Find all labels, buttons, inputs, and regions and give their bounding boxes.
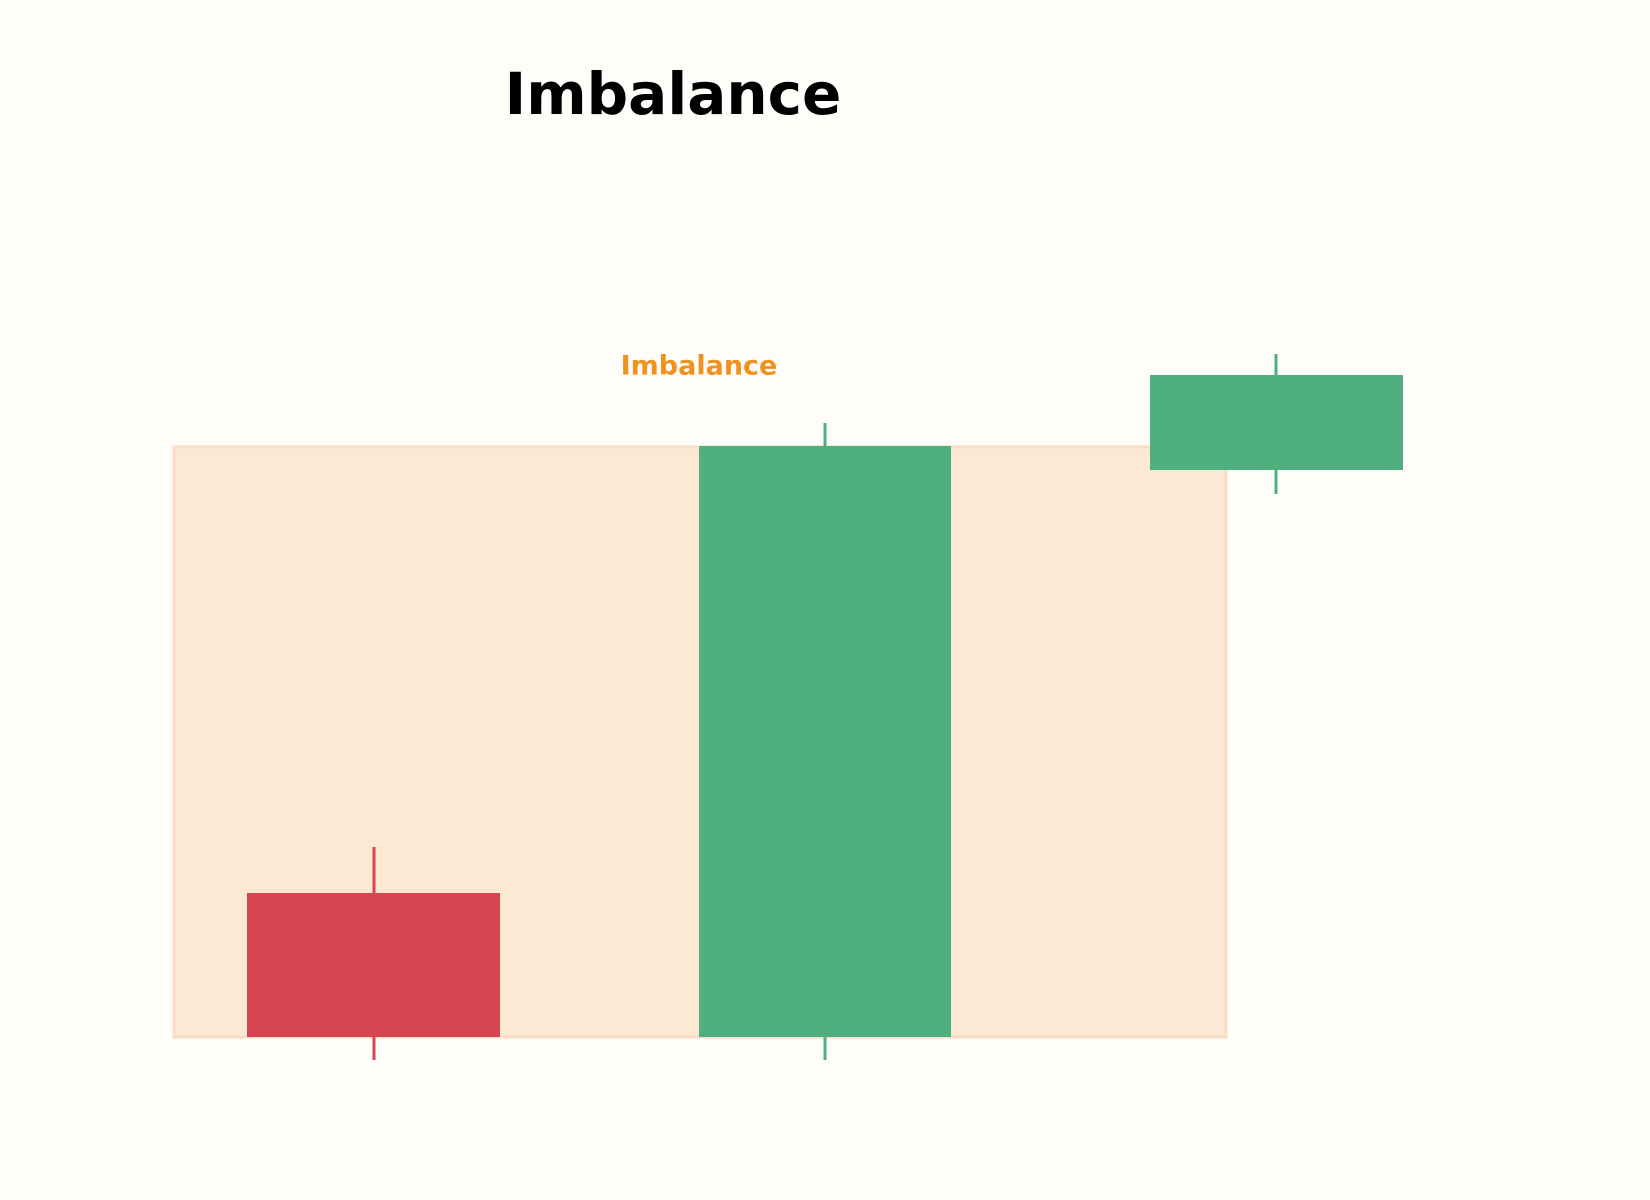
title: Imbalance bbox=[505, 60, 842, 128]
bullish-candle bbox=[699, 446, 951, 1037]
bullish-candle bbox=[1150, 375, 1403, 470]
bearish-candle bbox=[247, 893, 500, 1037]
zone-label: Imbalance bbox=[621, 351, 778, 382]
